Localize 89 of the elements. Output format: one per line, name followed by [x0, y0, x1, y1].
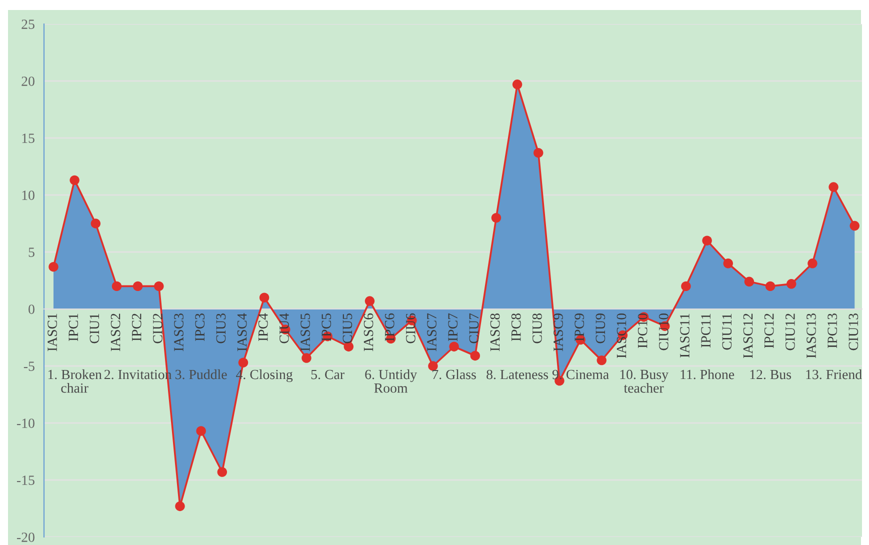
y-tick-label: 15	[22, 134, 34, 143]
x-tick-label: CIU3	[216, 314, 226, 344]
x-tick-label: IASC6	[364, 313, 374, 352]
annotation: 8. Lateness	[486, 370, 548, 380]
x-tick-label: IASC3	[174, 314, 184, 352]
x-tick-label: IASC5	[300, 314, 310, 352]
x-tick-label: IASC11	[680, 314, 690, 358]
point	[596, 355, 606, 366]
point	[364, 296, 375, 306]
x-tick-label: CIU8	[532, 314, 542, 344]
x-tick-label: CIU1	[90, 314, 100, 344]
x-tick-label: IASC2	[110, 314, 120, 352]
x-tick-label: IPC2	[132, 314, 142, 342]
point	[154, 281, 164, 292]
annotation: 12. Bus	[750, 370, 792, 380]
point	[259, 292, 270, 302]
y-tick-label: 20	[22, 76, 34, 86]
x-tick-label: IPC7	[448, 313, 458, 342]
x-tick-label: CIU7	[469, 313, 479, 344]
annotation: 7. Glass	[432, 369, 476, 380]
y-tick-label: -10	[16, 418, 34, 428]
point	[112, 281, 122, 292]
x-tick-label: CIU12	[786, 314, 795, 350]
point	[175, 501, 185, 512]
y-tick-label: 10	[22, 190, 34, 200]
x-tick-label: IASC10	[616, 314, 626, 358]
x-tick-label: CIU11	[722, 314, 732, 350]
point	[765, 281, 776, 292]
point	[70, 175, 80, 186]
annotation: 11. Phone	[680, 369, 734, 380]
x-tick-label: IPC12	[764, 314, 774, 348]
annotation: 1. Broken chair	[48, 369, 102, 393]
x-tick-label: IASC9	[554, 314, 563, 352]
x-tick-label: CIU5	[342, 314, 352, 344]
x-tick-label: CIU13	[848, 314, 858, 350]
point	[681, 281, 691, 292]
y-tick-label: 0	[28, 304, 34, 314]
x-tick-label: IASC7	[427, 313, 436, 352]
x-tick-label: IPC4	[258, 313, 268, 342]
annotation: 3. Puddle	[175, 369, 227, 380]
x-tick-label: IASC13	[806, 314, 816, 358]
x-tick-label: IPC6	[384, 313, 394, 342]
x-tick-label: CIU2	[153, 314, 162, 344]
y-tick-label: 5	[28, 248, 34, 257]
point	[48, 262, 58, 272]
point	[449, 342, 459, 352]
point	[470, 350, 480, 361]
y-tick-label: -15	[16, 476, 34, 485]
point	[302, 353, 312, 363]
point	[850, 220, 860, 231]
x-tick-label: CIU9	[596, 314, 606, 344]
annotation: 6. Untidy Room	[365, 369, 417, 393]
point	[428, 361, 438, 371]
annotation: 13. Friend	[806, 369, 862, 380]
point	[744, 276, 754, 286]
point	[132, 281, 143, 292]
x-tick-label: IPC11	[701, 314, 711, 348]
annotation: 10. Busy teacher	[620, 370, 668, 393]
point	[512, 80, 522, 90]
point	[808, 258, 818, 268]
x-tick-label: IASC12	[743, 314, 753, 358]
point	[534, 148, 544, 158]
x-tick-label: CIU4	[280, 313, 289, 344]
point	[217, 467, 228, 477]
x-tick-label: IPC10	[638, 314, 648, 348]
x-tick-label: IPC3	[195, 314, 205, 342]
point	[702, 236, 712, 246]
point	[828, 182, 838, 192]
x-tick-label: IPC13	[828, 314, 838, 348]
x-tick-label: IASC4	[237, 313, 247, 352]
x-tick-label: IASC1	[48, 314, 57, 352]
annotation: 5. Car	[311, 370, 344, 380]
x-tick-label: IPC9	[574, 314, 584, 342]
point	[238, 358, 248, 368]
point	[786, 279, 796, 289]
annotation: 4. Closing	[236, 369, 293, 382]
point	[491, 212, 502, 223]
y-tick-label: 25	[22, 20, 34, 29]
x-tick-label: IPC8	[511, 314, 521, 342]
x-tick-label: CIU6	[406, 313, 416, 344]
y-tick-label: -5	[24, 362, 34, 371]
point	[90, 218, 101, 228]
x-tick-label: IASC8	[490, 314, 500, 352]
y-tick-label: -20	[16, 532, 34, 542]
point	[196, 426, 206, 436]
x-tick-label: CIU10	[658, 314, 668, 350]
x-tick-label: IPC5	[322, 314, 332, 342]
point	[723, 258, 733, 268]
x-tick-label: IPC1	[68, 314, 78, 342]
